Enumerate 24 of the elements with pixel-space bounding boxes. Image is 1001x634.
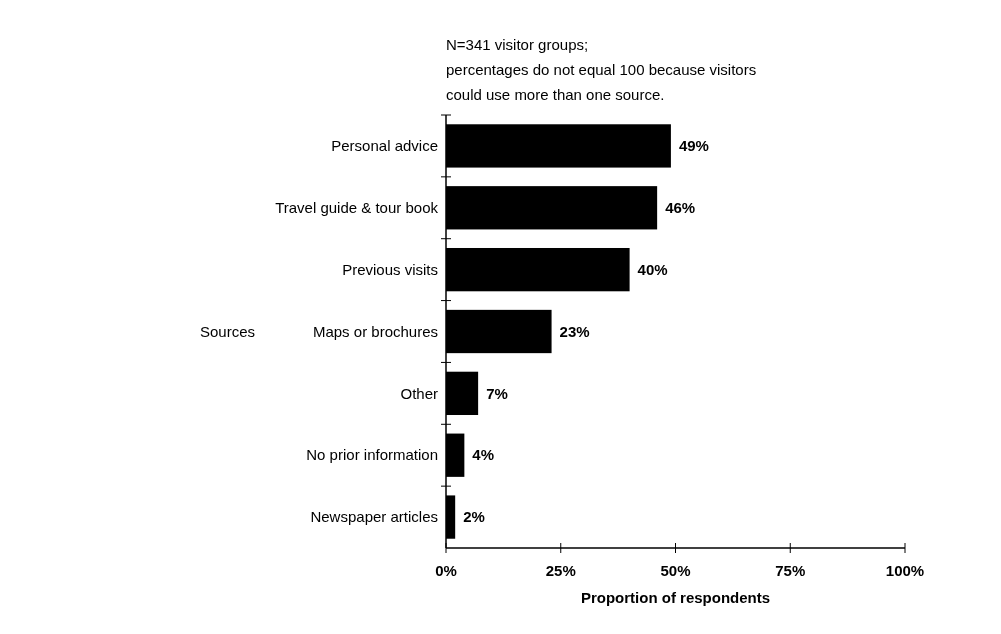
data-label: 4% bbox=[472, 446, 495, 464]
x-tick-label: 100% bbox=[885, 562, 925, 579]
data-label: 23% bbox=[559, 322, 590, 340]
data-label: 46% bbox=[665, 199, 696, 217]
y-axis-title: Sources bbox=[200, 322, 256, 340]
y-tick-label: Previous visits bbox=[342, 260, 438, 278]
text: N=341 visitor groups; bbox=[446, 36, 589, 53]
x-tick-label: 50% bbox=[660, 562, 691, 579]
y-tick-label: Travel guide & tour book bbox=[275, 199, 439, 217]
y-tick-label: Other bbox=[400, 384, 438, 402]
x-axis-title: Proportion of respondents bbox=[580, 589, 771, 606]
x-tick-label: 25% bbox=[545, 562, 576, 579]
data-label: 40% bbox=[637, 260, 668, 278]
data-label: 7% bbox=[486, 384, 508, 402]
y-tick-label: Personal advice bbox=[331, 137, 438, 155]
y-tick-label: Newspaper articles bbox=[310, 508, 438, 526]
text: could use more than one source. bbox=[446, 86, 665, 103]
y-tick-label: Maps or brochures bbox=[312, 322, 438, 340]
x-tick-label: 75% bbox=[775, 562, 806, 579]
data-label: 49% bbox=[678, 137, 709, 155]
x-tick-label: 0% bbox=[435, 562, 457, 579]
y-tick-label: No prior information bbox=[306, 446, 438, 464]
data-label: 2% bbox=[463, 508, 485, 526]
text: percentages do not equal 100 because visitors bbox=[446, 61, 757, 78]
